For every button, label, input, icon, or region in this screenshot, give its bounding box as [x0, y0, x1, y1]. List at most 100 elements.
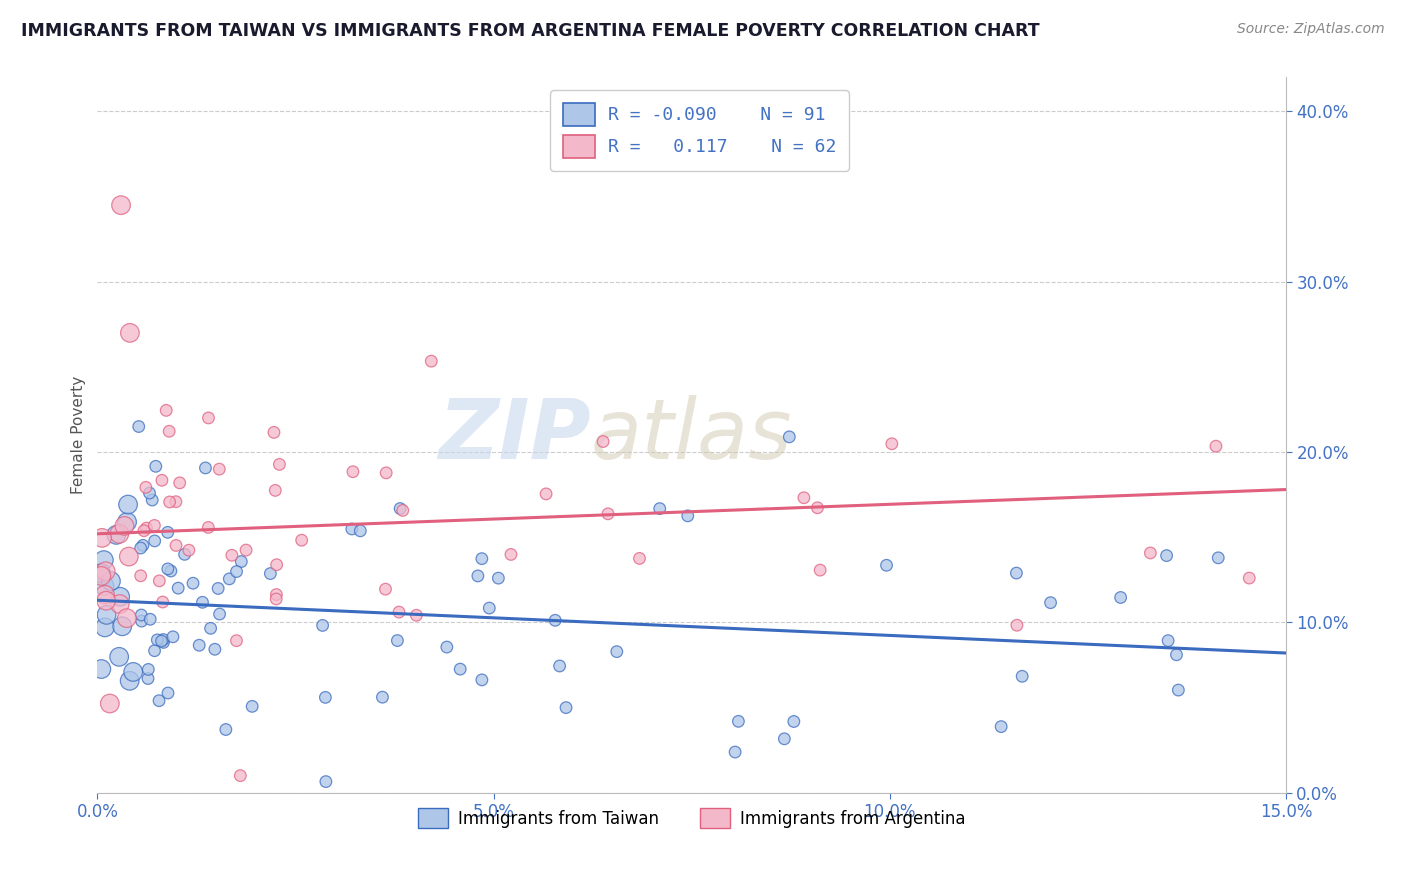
Point	[264, 591, 287, 606]
Point	[105, 528, 128, 542]
Point	[676, 508, 699, 523]
Point	[499, 548, 522, 562]
Point	[156, 686, 179, 700]
Point	[197, 520, 219, 534]
Point	[138, 486, 160, 500]
Point	[389, 501, 412, 516]
Point	[478, 601, 501, 615]
Point	[778, 430, 800, 444]
Point	[90, 566, 112, 581]
Point	[420, 354, 443, 368]
Point	[135, 480, 157, 494]
Y-axis label: Female Poverty: Female Poverty	[72, 376, 86, 494]
Point	[188, 638, 211, 652]
Point	[221, 549, 243, 563]
Point	[1205, 439, 1227, 453]
Point	[1005, 618, 1028, 632]
Point	[269, 458, 291, 472]
Point	[165, 494, 187, 508]
Point	[375, 466, 398, 480]
Point	[173, 547, 195, 561]
Point	[1239, 571, 1261, 585]
Point	[167, 581, 190, 595]
Point	[157, 424, 180, 438]
Point	[724, 745, 747, 759]
Point	[628, 551, 651, 566]
Point	[391, 503, 413, 517]
Point	[596, 507, 619, 521]
Point	[148, 574, 170, 588]
Point	[990, 720, 1012, 734]
Point	[486, 571, 509, 585]
Point	[606, 645, 628, 659]
Point	[555, 700, 578, 714]
Point	[544, 613, 567, 627]
Point	[165, 538, 187, 552]
Point	[1166, 648, 1188, 662]
Point	[160, 564, 183, 578]
Point	[235, 543, 257, 558]
Point	[143, 533, 166, 548]
Point	[1139, 546, 1161, 560]
Point	[98, 697, 121, 711]
Point	[263, 425, 285, 440]
Point	[152, 595, 174, 609]
Point	[93, 579, 115, 593]
Point	[94, 564, 117, 578]
Point	[129, 541, 152, 555]
Point	[94, 593, 117, 607]
Point	[387, 633, 409, 648]
Point	[96, 607, 118, 622]
Point	[1011, 669, 1033, 683]
Point	[136, 672, 159, 686]
Point	[132, 538, 155, 552]
Point	[197, 411, 219, 425]
Point	[152, 635, 174, 649]
Point	[155, 403, 177, 417]
Point	[240, 699, 263, 714]
Point	[90, 569, 112, 583]
Point	[371, 690, 394, 705]
Point	[191, 595, 214, 609]
Point	[215, 723, 238, 737]
Point	[122, 665, 145, 679]
Point	[1156, 549, 1178, 563]
Point	[143, 644, 166, 658]
Point	[548, 659, 571, 673]
Point	[467, 569, 489, 583]
Point	[91, 531, 114, 545]
Point	[1206, 550, 1229, 565]
Point	[314, 690, 336, 705]
Point	[808, 563, 831, 577]
Point	[374, 582, 396, 597]
Point	[118, 549, 141, 564]
Point	[100, 574, 122, 588]
Point	[315, 774, 337, 789]
Legend: Immigrants from Taiwan, Immigrants from Argentina: Immigrants from Taiwan, Immigrants from …	[411, 802, 973, 834]
Point	[264, 483, 287, 498]
Point	[150, 473, 173, 487]
Point	[139, 612, 162, 626]
Point	[169, 475, 191, 490]
Point	[204, 642, 226, 657]
Point	[108, 649, 131, 664]
Point	[108, 527, 131, 541]
Point	[159, 495, 181, 509]
Point	[200, 621, 222, 635]
Point	[108, 597, 131, 611]
Point	[783, 714, 806, 729]
Point	[117, 498, 139, 512]
Text: ZIP: ZIP	[439, 394, 591, 475]
Point	[111, 619, 134, 633]
Point	[156, 562, 179, 576]
Point	[108, 590, 131, 604]
Point	[207, 582, 229, 596]
Point	[118, 673, 141, 688]
Point	[131, 614, 153, 628]
Point	[112, 519, 135, 533]
Point	[773, 731, 796, 746]
Point	[225, 565, 247, 579]
Point	[118, 326, 141, 340]
Point	[388, 605, 411, 619]
Text: IMMIGRANTS FROM TAIWAN VS IMMIGRANTS FROM ARGENTINA FEMALE POVERTY CORRELATION C: IMMIGRANTS FROM TAIWAN VS IMMIGRANTS FRO…	[21, 22, 1039, 40]
